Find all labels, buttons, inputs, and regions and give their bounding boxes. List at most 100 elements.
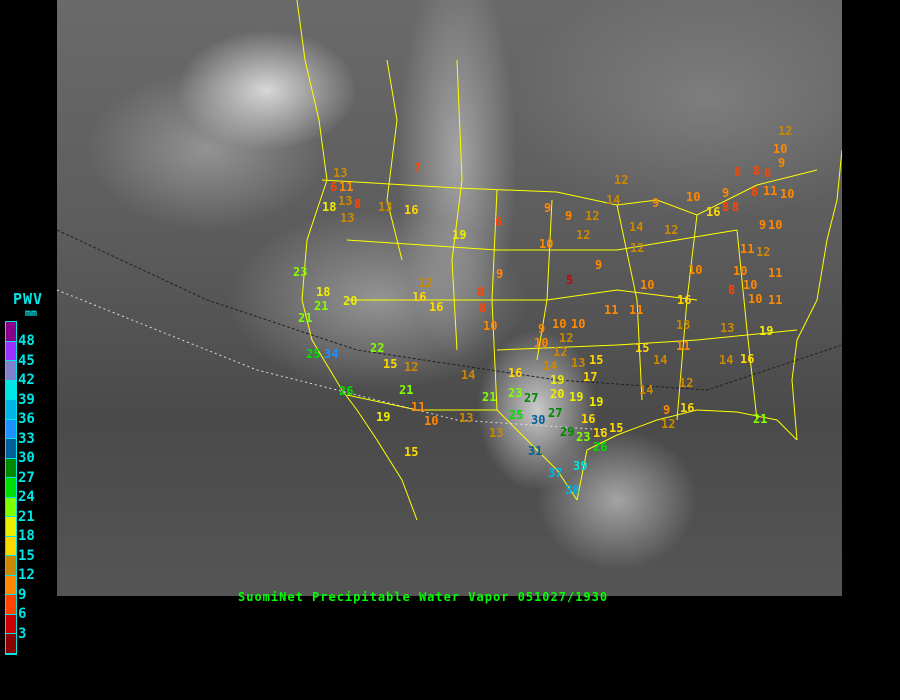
legend-tick: 18	[18, 528, 35, 544]
legend-color-bar	[5, 321, 17, 655]
station-pwv-value: 16	[508, 366, 523, 380]
station-pwv-value: 31	[528, 444, 543, 458]
station-pwv-value: 13	[489, 426, 504, 440]
legend-bin	[6, 341, 16, 361]
station-pwv-value: 15	[609, 421, 624, 435]
station-pwv-value: 15	[589, 353, 604, 367]
station-pwv-value: 23	[576, 430, 591, 444]
station-pwv-value: 25	[306, 347, 321, 361]
station-pwv-value: 10	[768, 218, 783, 232]
atlantic-coast	[791, 149, 842, 441]
station-pwv-value: 11	[740, 242, 755, 256]
state-line	[347, 289, 698, 301]
station-pwv-value: 13	[340, 211, 355, 225]
station-pwv-value: 13	[571, 356, 586, 370]
station-pwv-value: 11	[629, 303, 644, 317]
station-pwv-value: 14	[719, 353, 734, 367]
station-pwv-value: 9	[759, 218, 767, 232]
legend-tick: 39	[18, 391, 35, 408]
station-pwv-value: 13	[676, 318, 691, 332]
station-pwv-value: 14	[653, 353, 668, 367]
pwv-legend: PWV mm 48 45 42 39 36 33 30 27 24 21 18 15 12 9 6 3	[3, 292, 61, 664]
station-pwv-value: 8	[354, 197, 362, 211]
legend-tick: 27	[18, 469, 35, 486]
station-pwv-value: 37	[548, 466, 563, 480]
station-pwv-value: 7	[414, 161, 422, 175]
station-pwv-value: 8	[479, 301, 487, 315]
state-line	[496, 329, 798, 351]
station-pwv-value: 27	[524, 391, 539, 405]
station-pwv-value: 19	[376, 410, 391, 424]
canada-us-border	[321, 169, 818, 216]
legend-tick: 3	[18, 625, 27, 642]
station-pwv-value: 10	[571, 317, 586, 331]
station-pwv-value: 19	[759, 324, 774, 338]
station-pwv-value: 9	[663, 403, 671, 417]
legend-tick: 42	[18, 372, 35, 388]
legend-bin	[6, 536, 16, 556]
station-pwv-value: 10	[733, 264, 748, 278]
station-pwv-value: 9	[595, 258, 603, 272]
station-pwv-value: 12	[553, 345, 568, 359]
station-pwv-value: 12	[778, 124, 793, 138]
station-pwv-value: 12	[559, 331, 574, 345]
station-pwv-value: 9	[538, 322, 546, 336]
legend-bin	[6, 439, 16, 459]
legend-bin	[6, 322, 16, 342]
legend-bin	[6, 497, 16, 517]
station-pwv-value: 8	[753, 164, 761, 178]
legend-tick: 45	[18, 352, 35, 369]
station-pwv-value: 15	[635, 341, 650, 355]
station-pwv-value: 10	[743, 278, 758, 292]
station-pwv-value: 11	[411, 400, 426, 414]
station-pwv-value: 29	[560, 425, 575, 439]
legend-tick: 12	[18, 567, 35, 583]
station-pwv-value: 8	[477, 285, 485, 299]
legend-bin	[6, 575, 16, 595]
station-pwv-value: 12	[679, 376, 694, 390]
station-pwv-value: 26	[593, 440, 608, 454]
station-pwv-value: 8	[728, 283, 736, 297]
station-pwv-value: 6	[764, 166, 772, 180]
station-pwv-value: 13	[459, 411, 474, 425]
station-pwv-value: 15	[404, 445, 419, 459]
station-pwv-value: 17	[583, 370, 598, 384]
station-pwv-value: 12	[404, 360, 419, 374]
station-pwv-value: 8	[751, 185, 759, 199]
station-pwv-value: 9	[565, 209, 573, 223]
station-pwv-value: 13	[333, 166, 348, 180]
station-pwv-value: 19	[589, 395, 604, 409]
legend-bin	[6, 595, 16, 615]
state-line	[346, 229, 738, 251]
station-pwv-value: 10	[748, 292, 763, 306]
station-pwv-value: 10	[483, 319, 498, 333]
station-pwv-value: 34	[324, 347, 339, 361]
station-pwv-value: 39	[573, 459, 588, 473]
state-line	[676, 214, 698, 421]
station-pwv-value: 16	[581, 412, 596, 426]
station-pwv-value: 20	[343, 294, 358, 308]
station-pwv-value: 11	[339, 180, 354, 194]
station-pwv-value: 11	[768, 266, 783, 280]
station-pwv-value: 8	[734, 165, 742, 179]
station-pwv-value: 13	[720, 321, 735, 335]
station-pwv-value: 18	[316, 285, 331, 299]
station-pwv-value: 8	[732, 200, 740, 214]
station-pwv-value: 19	[550, 373, 565, 387]
station-pwv-value: 16	[677, 293, 692, 307]
state-line	[736, 229, 758, 421]
legend-tick: 9	[18, 586, 27, 603]
station-pwv-value: 12	[585, 209, 600, 223]
station-pwv-value: 9	[778, 156, 786, 170]
station-pwv-value: 14	[461, 368, 476, 382]
station-pwv-value: 21	[753, 412, 768, 426]
station-pwv-value: 16	[593, 426, 608, 440]
station-pwv-value: 10	[688, 263, 703, 277]
station-pwv-value: 11	[763, 184, 778, 198]
station-pwv-value: 10	[640, 278, 655, 292]
station-pwv-value: 10	[686, 190, 701, 204]
station-pwv-value: 14	[543, 359, 558, 373]
station-pwv-value: 22	[370, 341, 385, 355]
legend-bin	[6, 517, 16, 537]
legend-unit: mm	[25, 308, 38, 319]
